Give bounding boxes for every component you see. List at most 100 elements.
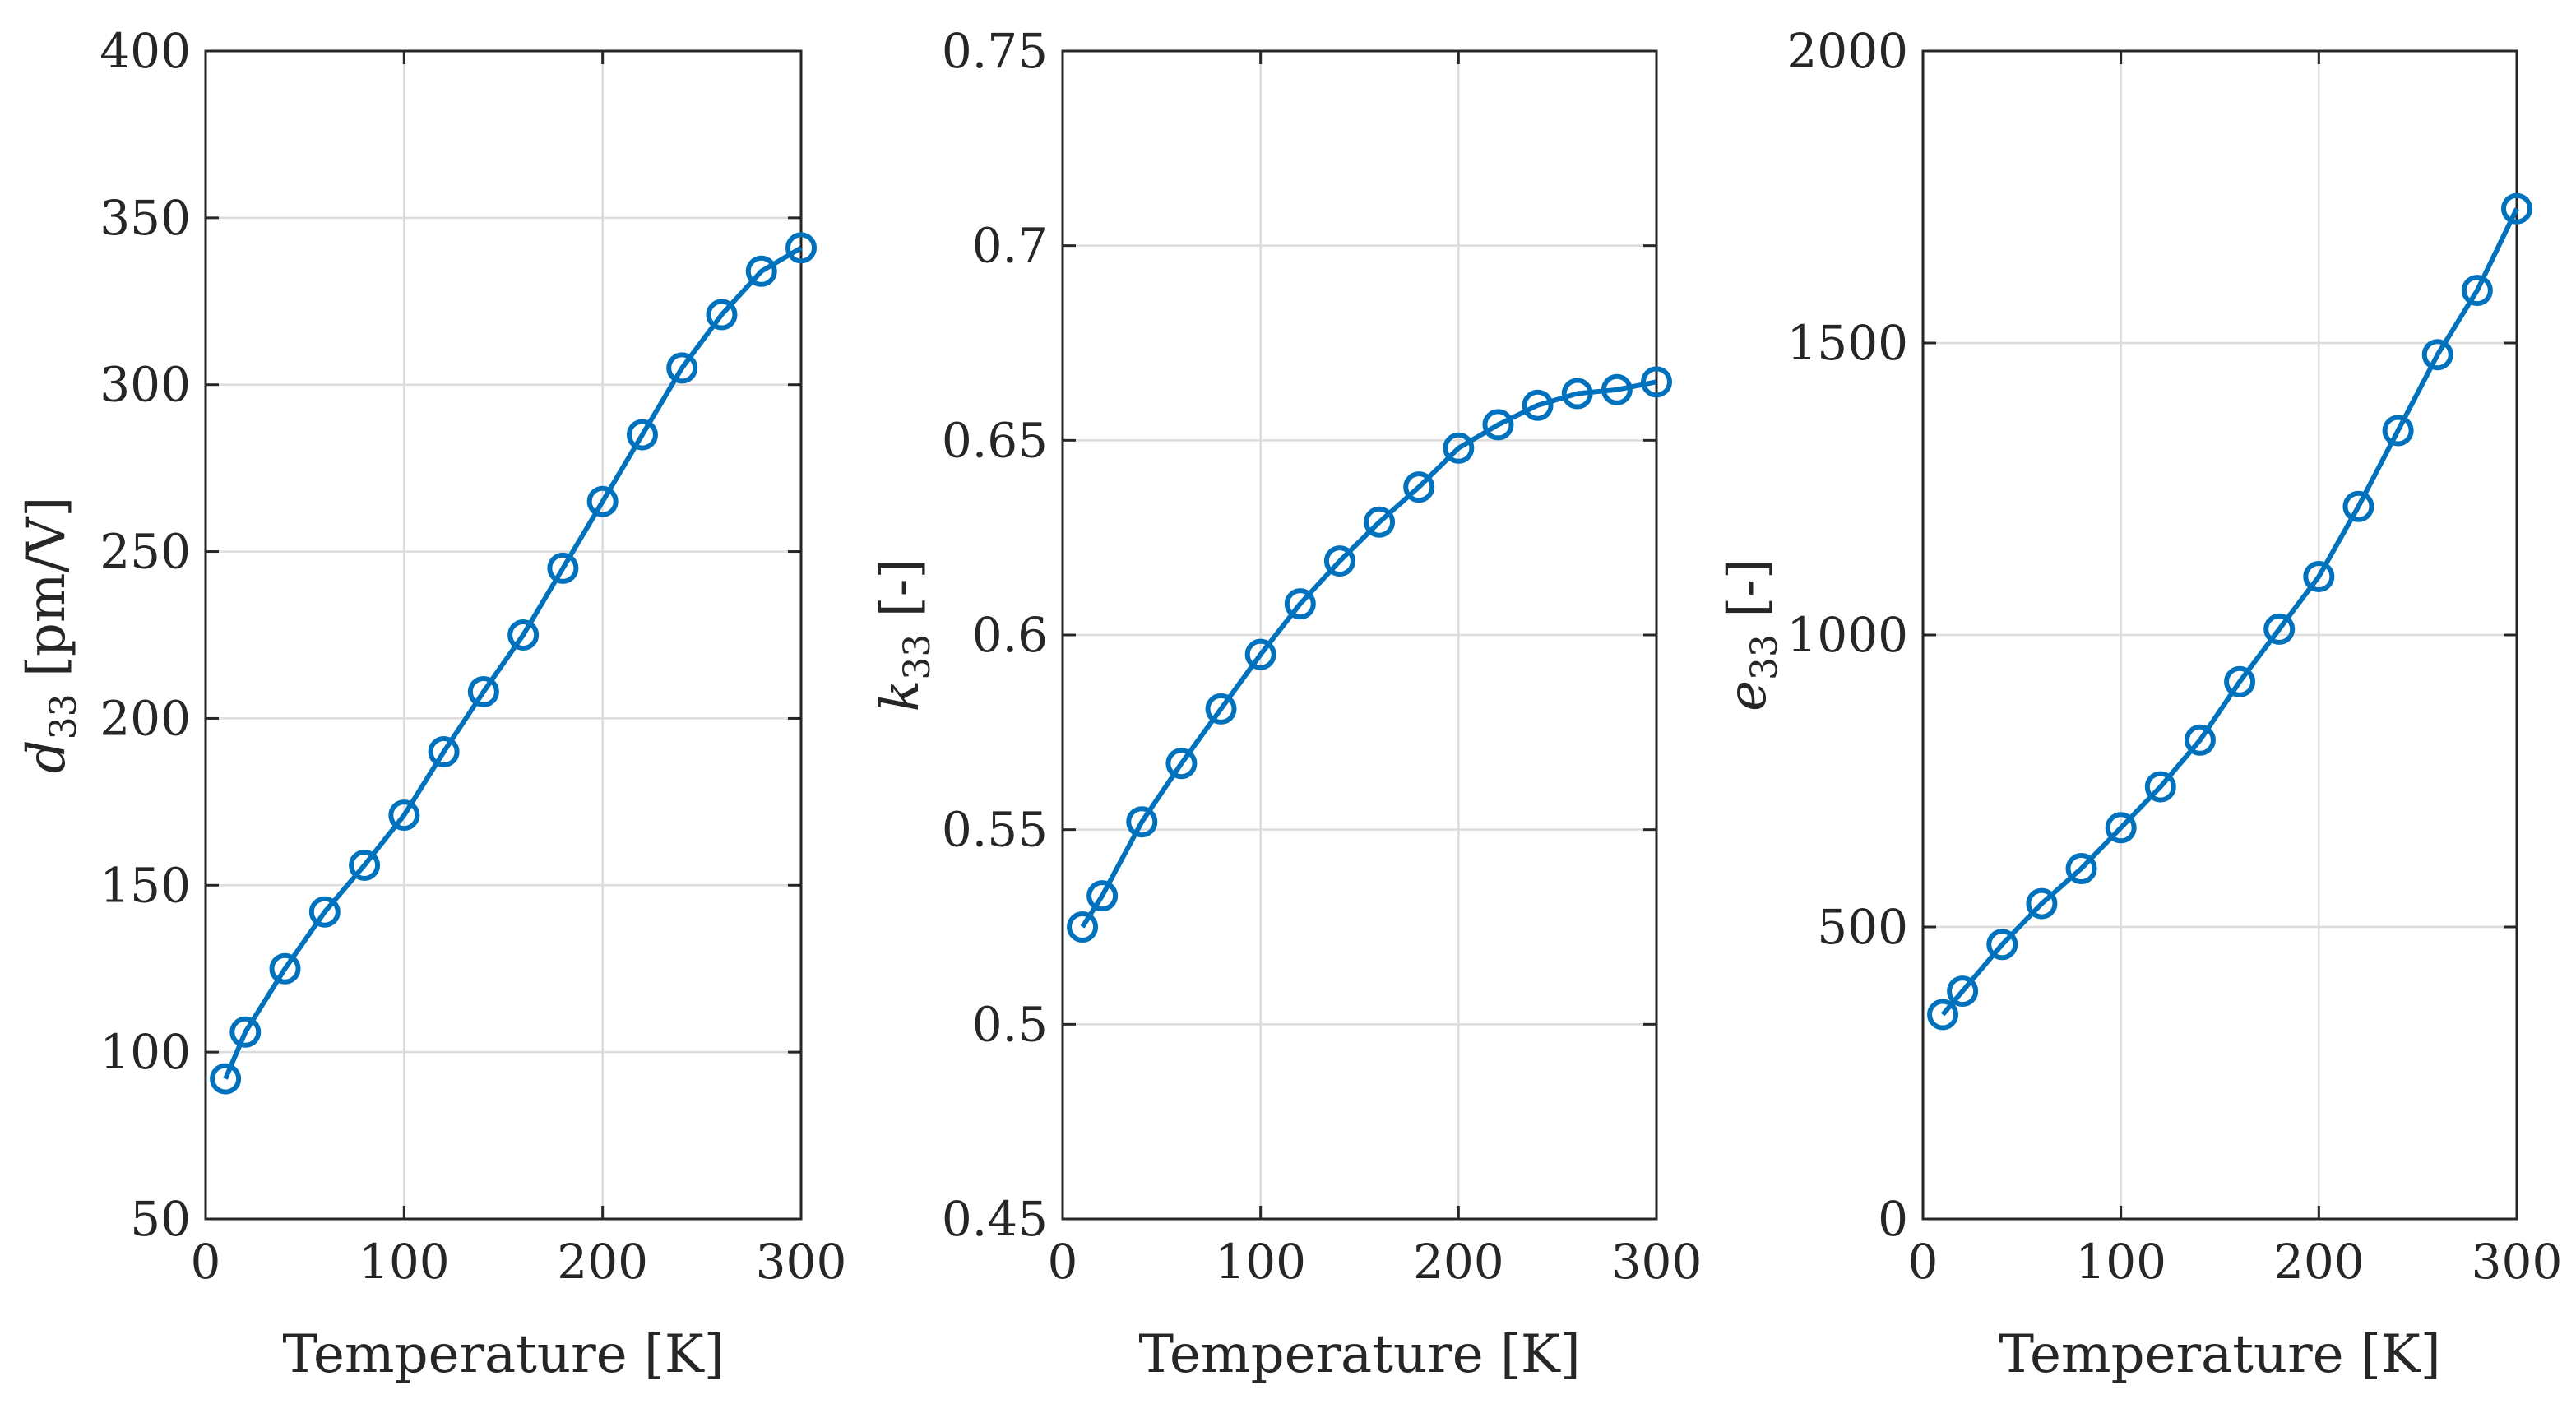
k33-data-point: [1364, 506, 1396, 538]
y-tick-label: 50: [130, 1191, 191, 1247]
y-tick-label: 0.65: [942, 412, 1048, 468]
x-tick-label: 300: [1611, 1234, 1703, 1290]
y-axis-symbol: e: [1717, 680, 1778, 711]
k33-data-point: [1601, 373, 1633, 405]
y-axis-subscript: 33: [897, 634, 938, 680]
d33-data-point: [308, 896, 341, 928]
y-tick-label: 0.55: [942, 802, 1048, 858]
y-tick-label: 400: [100, 23, 191, 79]
x-tick-label: 0: [191, 1234, 221, 1290]
y-tick-label: 100: [100, 1024, 191, 1080]
y-tick-label: 0.7: [972, 218, 1048, 274]
x-axis-label: Temperature [K]: [282, 1324, 724, 1385]
e33-data-point: [2026, 887, 2058, 920]
e33-data-point: [2263, 613, 2296, 645]
k33-data-point: [1443, 432, 1475, 464]
k33-series-line: [1080, 379, 1657, 929]
y-tick-label: 1500: [1786, 315, 1908, 371]
x-tick-label: 100: [2075, 1234, 2166, 1290]
e33-data-point: [1927, 999, 1959, 1031]
k33-data-point: [1561, 378, 1593, 410]
d33-data-point: [706, 299, 738, 331]
k33-panel: 0 100 200 300 0.45 0.5 0.55 0.6 0.65 0.7 0.75 Tempe…: [870, 23, 1702, 1385]
k33-data-point: [1244, 638, 1276, 670]
x-tick-label: 200: [557, 1234, 648, 1290]
e33-data-point: [2303, 561, 2335, 592]
y-tick-label: 2000: [1786, 23, 1908, 79]
d33-data-point: [586, 485, 619, 517]
y-axis-unit: [-]: [1717, 558, 1778, 634]
axes-box: [204, 49, 803, 1221]
k33-data-point: [1284, 588, 1316, 620]
k33-data-point: [1126, 806, 1158, 838]
y-tick-label: 250: [100, 524, 191, 580]
e33-data-point: [2461, 275, 2493, 307]
x-tick-label: 100: [1215, 1234, 1306, 1290]
x-tick-label: 0: [1048, 1234, 1078, 1290]
e33-data-point: [1986, 929, 2018, 961]
e33-data-point: [2065, 853, 2097, 884]
x-tick-label: 200: [2273, 1234, 2365, 1290]
e33-data-point: [2224, 665, 2256, 697]
e33-data-point: [2184, 724, 2216, 756]
k33-data-point: [1086, 880, 1119, 912]
y-axis-label: d33 [pm/V]: [16, 497, 85, 774]
x-tick-label: 100: [359, 1234, 450, 1290]
y-tick-label: 150: [100, 857, 191, 913]
k33-data-point: [1403, 471, 1435, 503]
y-tick-label: 1000: [1786, 607, 1908, 663]
x-tick-label: 0: [1908, 1234, 1939, 1290]
y-tick-label: 0.6: [972, 607, 1048, 663]
y-axis-subscript: 33: [1744, 634, 1786, 680]
e33-data-point: [2501, 192, 2532, 225]
e33-data-point: [1947, 975, 1979, 1008]
k33-data-point: [1323, 545, 1355, 577]
y-tick-label: 200: [100, 690, 191, 746]
d33-data-point: [210, 1063, 242, 1095]
e33-series-line: [1940, 207, 2519, 1017]
x-axis-label: Temperature [K]: [1138, 1324, 1580, 1385]
y-tick-label: 0.75: [942, 23, 1048, 79]
e33-data-point: [2105, 812, 2137, 844]
k33-data-point: [1165, 748, 1198, 780]
y-axis-symbol: d: [16, 739, 77, 773]
y-tick-label: 0.45: [942, 1191, 1048, 1247]
e33-data-point: [2382, 415, 2414, 447]
y-axis-unit: [pm/V]: [16, 497, 77, 694]
d33-data-point: [467, 675, 499, 707]
d33-data-point: [388, 799, 420, 832]
d33-data-point: [507, 619, 540, 651]
x-axis-label: Temperature [K]: [1999, 1324, 2440, 1385]
d33-data-point: [269, 952, 301, 985]
y-axis-symbol: k: [870, 680, 931, 712]
x-tick-label: 300: [2472, 1234, 2563, 1290]
d33-panel: 0 100 200 300 50 100 150 200 250 300 350 400 Tempera…: [16, 23, 846, 1385]
y-axis-subscript: 33: [43, 693, 85, 739]
e33-data-point: [2342, 490, 2374, 522]
k33-data-point: [1482, 409, 1514, 441]
y-tick-label: 500: [1817, 899, 1908, 955]
y-tick-label: 350: [100, 190, 191, 246]
d33-data-point: [428, 736, 460, 767]
y-axis-label: e33 [-]: [1717, 558, 1786, 711]
k33-data-point: [1522, 389, 1554, 421]
k33-data-point: [1641, 366, 1672, 398]
k33-data-point: [1205, 693, 1237, 725]
k33-data-point: [1067, 911, 1099, 943]
e33-panel: 0 100 200 300 0 500 1000 1500 2000 Temperature [K…: [1717, 23, 2562, 1385]
d33-data-point: [785, 232, 817, 264]
d33-series-line: [223, 245, 803, 1080]
d33-data-point: [626, 419, 658, 451]
x-tick-label: 300: [756, 1234, 847, 1290]
y-tick-label: 300: [100, 357, 191, 413]
e33-data-point: [2421, 339, 2453, 371]
d33-data-point: [547, 552, 579, 584]
d33-data-point: [229, 1016, 262, 1048]
y-tick-label: 0: [1878, 1191, 1908, 1247]
d33-data-point: [666, 352, 698, 384]
d33-data-point: [745, 255, 777, 287]
y-axis-unit: [-]: [870, 558, 931, 634]
x-tick-label: 200: [1413, 1234, 1504, 1290]
e33-data-point: [2144, 771, 2176, 803]
